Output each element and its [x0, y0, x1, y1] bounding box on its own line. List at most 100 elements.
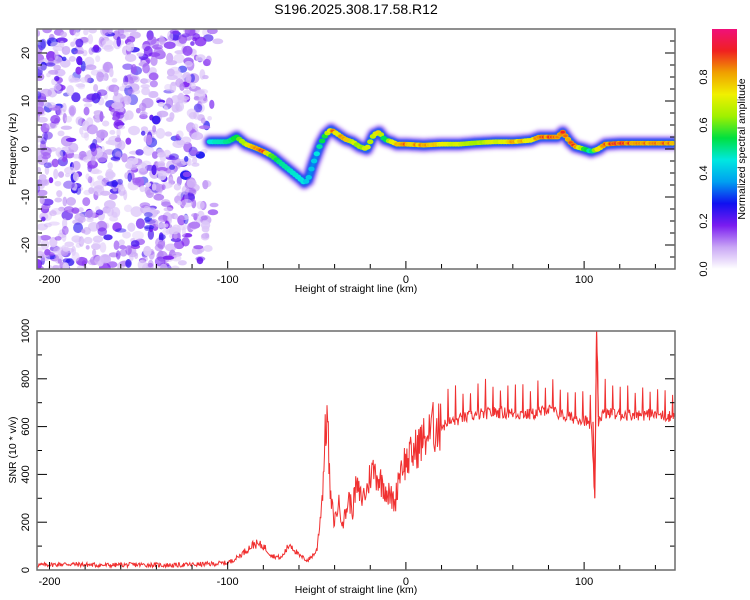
spectrogram-noise	[37, 29, 224, 269]
x-tick-label: 0	[403, 274, 409, 286]
noise-blob	[79, 77, 88, 83]
colorbar-swatch	[712, 29, 737, 269]
noise-blob	[126, 46, 132, 52]
noise-blob	[85, 64, 97, 71]
noise-blob	[181, 33, 190, 38]
snr-line	[37, 333, 675, 569]
noise-blob	[182, 45, 193, 57]
noise-blob	[95, 209, 104, 216]
noise-blob	[150, 55, 158, 67]
noise-blob	[141, 87, 151, 96]
noise-blob	[41, 216, 46, 222]
noise-blob	[117, 178, 123, 185]
noise-blob	[64, 241, 75, 248]
noise-blob	[95, 55, 101, 63]
snr-y-label: SNR (10 * v/v)	[7, 416, 19, 483]
noise-blob	[151, 151, 159, 159]
noise-blob	[132, 75, 140, 83]
noise-blob	[71, 92, 81, 103]
noise-blob	[157, 102, 165, 107]
noise-blob	[37, 87, 41, 97]
noise-blob	[37, 265, 44, 269]
noise-blob	[200, 233, 210, 241]
colorbar-tick-label: 0.4	[698, 165, 710, 180]
noise-blob	[202, 180, 209, 190]
noise-blob	[62, 262, 70, 269]
noise-blob	[209, 99, 215, 109]
noise-blob	[108, 193, 118, 200]
noise-blob	[57, 130, 65, 137]
noise-blob	[103, 200, 116, 210]
noise-blob	[59, 229, 65, 235]
noise-blob	[75, 186, 82, 195]
noise-blob	[125, 29, 137, 33]
noise-blob	[82, 49, 88, 57]
noise-blob	[200, 117, 206, 124]
noise-blob	[132, 89, 141, 95]
noise-blob	[37, 91, 42, 99]
noise-blob	[191, 132, 204, 141]
snr-spike	[592, 331, 599, 499]
noise-blob	[71, 251, 80, 262]
noise-blob	[99, 190, 111, 196]
noise-blob	[207, 29, 218, 35]
noise-blob	[109, 216, 119, 222]
noise-blob	[99, 242, 107, 253]
noise-blob	[54, 75, 60, 82]
noise-blob	[182, 89, 192, 95]
noise-blob	[123, 189, 128, 201]
noise-blob	[112, 116, 118, 121]
noise-blob	[162, 255, 175, 260]
noise-blob	[87, 176, 93, 184]
noise-blob	[158, 214, 169, 222]
noise-blob	[101, 39, 114, 47]
noise-blob	[40, 88, 52, 97]
noise-blob	[44, 249, 51, 256]
noise-blob	[61, 45, 71, 56]
noise-blob	[138, 102, 147, 112]
noise-blob	[38, 175, 47, 181]
noise-blob	[182, 171, 192, 178]
noise-blob	[173, 183, 182, 191]
ridge-cell	[318, 138, 326, 144]
colorbar-tick-label: 0.8	[698, 69, 710, 84]
noise-blob	[163, 41, 176, 49]
noise-blob	[185, 74, 192, 84]
noise-blob	[68, 74, 75, 84]
noise-blob	[191, 212, 199, 218]
noise-blob	[181, 226, 186, 237]
noise-blob	[113, 240, 120, 250]
noise-blob	[63, 180, 75, 189]
noise-blob	[180, 198, 193, 208]
noise-blob	[191, 157, 198, 165]
noise-blob	[87, 34, 94, 45]
x-tick-label: 100	[575, 576, 593, 588]
noise-blob	[198, 125, 211, 130]
noise-blob	[125, 137, 132, 145]
noise-blob	[71, 207, 80, 214]
colorbar-label: Normalized spectral amplitude	[736, 78, 748, 219]
noise-blob	[134, 252, 139, 259]
noise-blob	[140, 126, 149, 133]
noise-blob	[61, 232, 67, 242]
noise-blob	[65, 137, 77, 142]
noise-blob	[99, 111, 104, 122]
ridge-cell	[313, 151, 320, 157]
noise-blob	[61, 225, 69, 235]
noise-blob	[37, 189, 48, 197]
snr-background	[37, 331, 675, 570]
noise-blob	[142, 145, 154, 156]
noise-blob	[145, 134, 153, 146]
x-tick-label: -200	[38, 274, 60, 286]
noise-blob	[54, 253, 63, 264]
noise-blob	[173, 233, 178, 240]
noise-blob	[88, 29, 97, 34]
noise-blob	[85, 173, 90, 180]
noise-blob	[142, 205, 151, 216]
noise-blob	[91, 46, 102, 54]
noise-blob	[54, 236, 62, 241]
noise-blob	[190, 41, 195, 46]
noise-blob	[151, 183, 157, 191]
noise-blob	[80, 60, 86, 72]
y-tick-label: -10	[20, 189, 32, 205]
